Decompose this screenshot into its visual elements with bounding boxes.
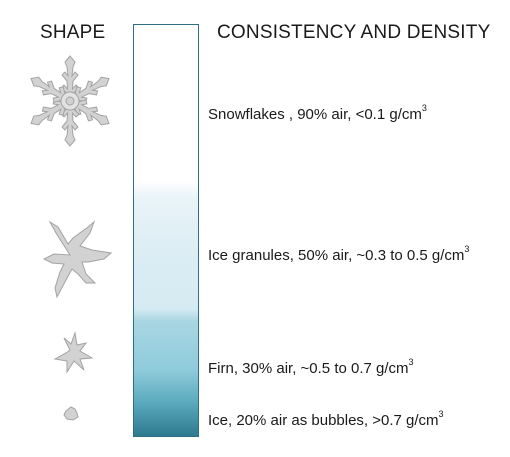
shape-header: SHAPE xyxy=(40,22,106,43)
snowflake-icon xyxy=(26,55,114,147)
ice-label: Ice, 20% air as bubbles, >0.7 g/cm3 xyxy=(208,409,444,429)
consistency-density-header: CONSISTENCY AND DENSITY xyxy=(217,22,491,43)
firn-icon xyxy=(53,331,94,374)
firn-label: Firn, 30% air, ~0.5 to 0.7 g/cm3 xyxy=(208,357,414,377)
shape-illustrations xyxy=(26,55,114,421)
ice-granules-label: Ice granules, 50% air, ~0.3 to 0.5 g/cm3 xyxy=(208,244,470,264)
ice-icon xyxy=(63,406,79,421)
snowflakes-label: Snowflakes , 90% air, <0.1 g/cm3 xyxy=(208,103,427,123)
ice-granule-icon xyxy=(42,220,113,299)
density-gradient-column xyxy=(133,24,199,437)
